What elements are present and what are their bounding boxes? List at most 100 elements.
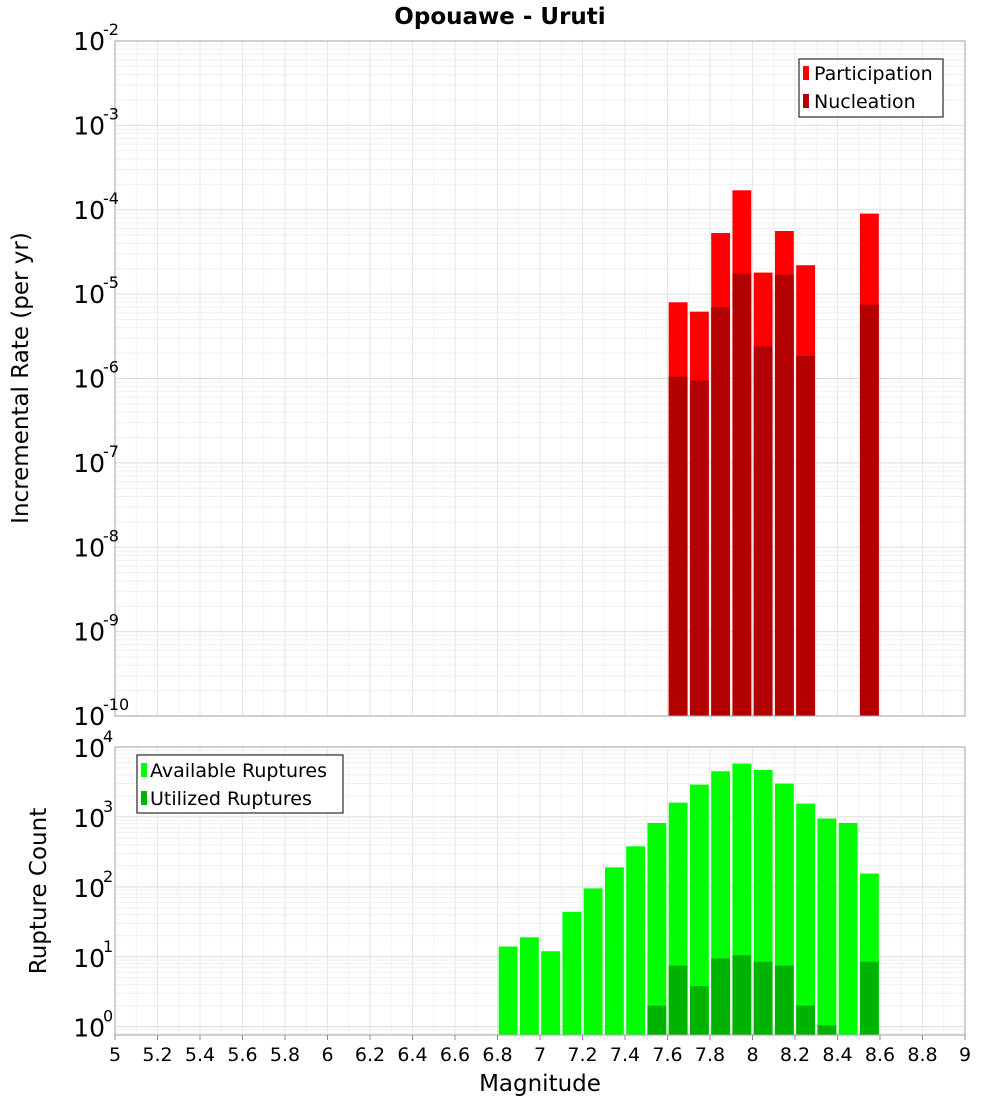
x-tick-label: 5.2	[142, 1044, 172, 1066]
tick-base: 10	[73, 874, 105, 903]
rate-bar-nucleation	[796, 355, 816, 716]
rate-y-tick-exponent: -10	[103, 695, 129, 714]
rate-grid	[115, 41, 965, 717]
count-bar-utilized-ruptures	[711, 958, 731, 1035]
rate-y-tick-label: 10	[73, 196, 105, 225]
count-y-tick-exponent: 2	[103, 867, 113, 886]
count-bar-available-ruptures	[626, 846, 646, 1035]
count-bar-available-ruptures	[838, 822, 858, 1035]
tick-base: 10	[73, 533, 105, 562]
rate-bars	[668, 190, 879, 717]
x-tick-label: 7.6	[652, 1044, 682, 1066]
x-tick-label: 5.6	[227, 1044, 257, 1066]
x-tick-label: 5	[109, 1044, 121, 1066]
count-bar-utilized-ruptures	[859, 961, 879, 1035]
count-bar-available-ruptures	[647, 822, 667, 1035]
rate-y-tick-exponent: -8	[103, 526, 119, 545]
tick-base: 10	[73, 1014, 105, 1043]
count-bar-available-ruptures	[541, 951, 561, 1035]
available-legend-swatch	[141, 763, 147, 777]
x-tick-label: 5.8	[270, 1044, 300, 1066]
tick-base: 10	[73, 196, 105, 225]
count-y-tick-label: 10	[73, 804, 105, 833]
tick-base: 10	[73, 365, 105, 394]
tick-base: 10	[73, 27, 105, 56]
rate-legend: Participation Nucleation	[798, 58, 944, 118]
x-tick-label: 7.4	[610, 1044, 640, 1066]
count-legend: Available Ruptures Utilized Ruptures	[136, 754, 344, 814]
count-y-tick-exponent: 4	[103, 727, 113, 746]
tick-base: 10	[73, 111, 105, 140]
rate-y-tick-label: 10	[73, 280, 105, 309]
rate-bar-nucleation	[711, 307, 731, 716]
count-y-tick-exponent: 3	[103, 797, 113, 816]
count-bars	[498, 763, 879, 1035]
count-bar-utilized-ruptures	[689, 986, 709, 1035]
rate-y-tick-exponent: -2	[103, 20, 119, 39]
x-tick-label: 6.6	[440, 1044, 470, 1066]
count-bar-utilized-ruptures	[817, 1025, 837, 1035]
x-tick-label: 8.4	[822, 1044, 852, 1066]
chart-title: Opouawe - Uruti	[394, 4, 605, 30]
x-tick-label: 8.8	[907, 1044, 937, 1066]
rate-y-tick-exponent: -4	[103, 189, 119, 208]
count-y-tick-label: 10	[73, 874, 105, 903]
rate-bar-nucleation	[732, 273, 752, 716]
count-y-tick-exponent: 1	[103, 937, 113, 956]
count-bar-utilized-ruptures	[796, 1005, 816, 1035]
count-bar-available-ruptures	[519, 937, 539, 1035]
count-bar-utilized-ruptures	[647, 1005, 667, 1035]
rate-y-tick-exponent: -6	[103, 358, 119, 377]
count-bar-available-ruptures	[817, 818, 837, 1035]
nucleation-legend-label: Nucleation	[814, 91, 916, 113]
rate-y-tick-label: 10	[73, 111, 105, 140]
x-tick-label: 6	[321, 1044, 333, 1066]
count-legend-box	[136, 754, 344, 814]
tick-base: 10	[73, 280, 105, 309]
rate-y-tick-exponent: -9	[103, 611, 119, 630]
count-bar-utilized-ruptures	[668, 965, 688, 1035]
tick-base: 10	[73, 618, 105, 647]
rate-bar-nucleation	[689, 380, 709, 716]
x-tick-label: 8.2	[780, 1044, 810, 1066]
count-y-tick-label: 10	[73, 1014, 105, 1043]
x-tick-label: 6.4	[397, 1044, 427, 1066]
rate-plot-frame	[114, 40, 966, 717]
count-y-tick-label: 10	[73, 734, 105, 763]
x-axis-label: Magnitude	[479, 1071, 601, 1097]
rate-y-tick-exponent: -7	[103, 442, 119, 461]
rate-y-tick-label: 10	[73, 618, 105, 647]
count-bar-available-ruptures	[604, 867, 624, 1035]
count-bar-available-ruptures	[689, 784, 709, 1035]
count-bar-available-ruptures	[562, 911, 582, 1035]
x-tick-label: 6.2	[355, 1044, 385, 1066]
rate-y-tick-label: 10	[73, 365, 105, 394]
participation-legend-swatch	[803, 66, 809, 80]
tick-base: 10	[73, 804, 105, 833]
nucleation-legend-swatch	[803, 94, 809, 108]
x-tick-label: 9	[959, 1044, 971, 1066]
rate-y-axis-label: Incremental Rate (per yr)	[8, 232, 34, 524]
x-tick-label: 8.6	[865, 1044, 895, 1066]
x-tick-label: 7	[534, 1044, 546, 1066]
rate-y-tick-label: 10	[73, 449, 105, 478]
rate-y-tick-label: 10	[73, 27, 105, 56]
count-bar-available-ruptures	[498, 946, 518, 1035]
count-bar-utilized-ruptures	[774, 965, 794, 1035]
count-y-tick-exponent: 0	[103, 1007, 113, 1026]
tick-base: 10	[73, 449, 105, 478]
rate-y-tick-exponent: -5	[103, 273, 119, 292]
rate-y-tick-label: 10	[73, 533, 105, 562]
rate-bar-nucleation	[753, 346, 773, 716]
tick-base: 10	[73, 734, 105, 763]
rate-y-tick-exponent: -3	[103, 104, 119, 123]
x-tick-label: 5.4	[185, 1044, 215, 1066]
utilized-legend-label: Utilized Ruptures	[150, 788, 312, 810]
tick-base: 10	[73, 702, 105, 731]
